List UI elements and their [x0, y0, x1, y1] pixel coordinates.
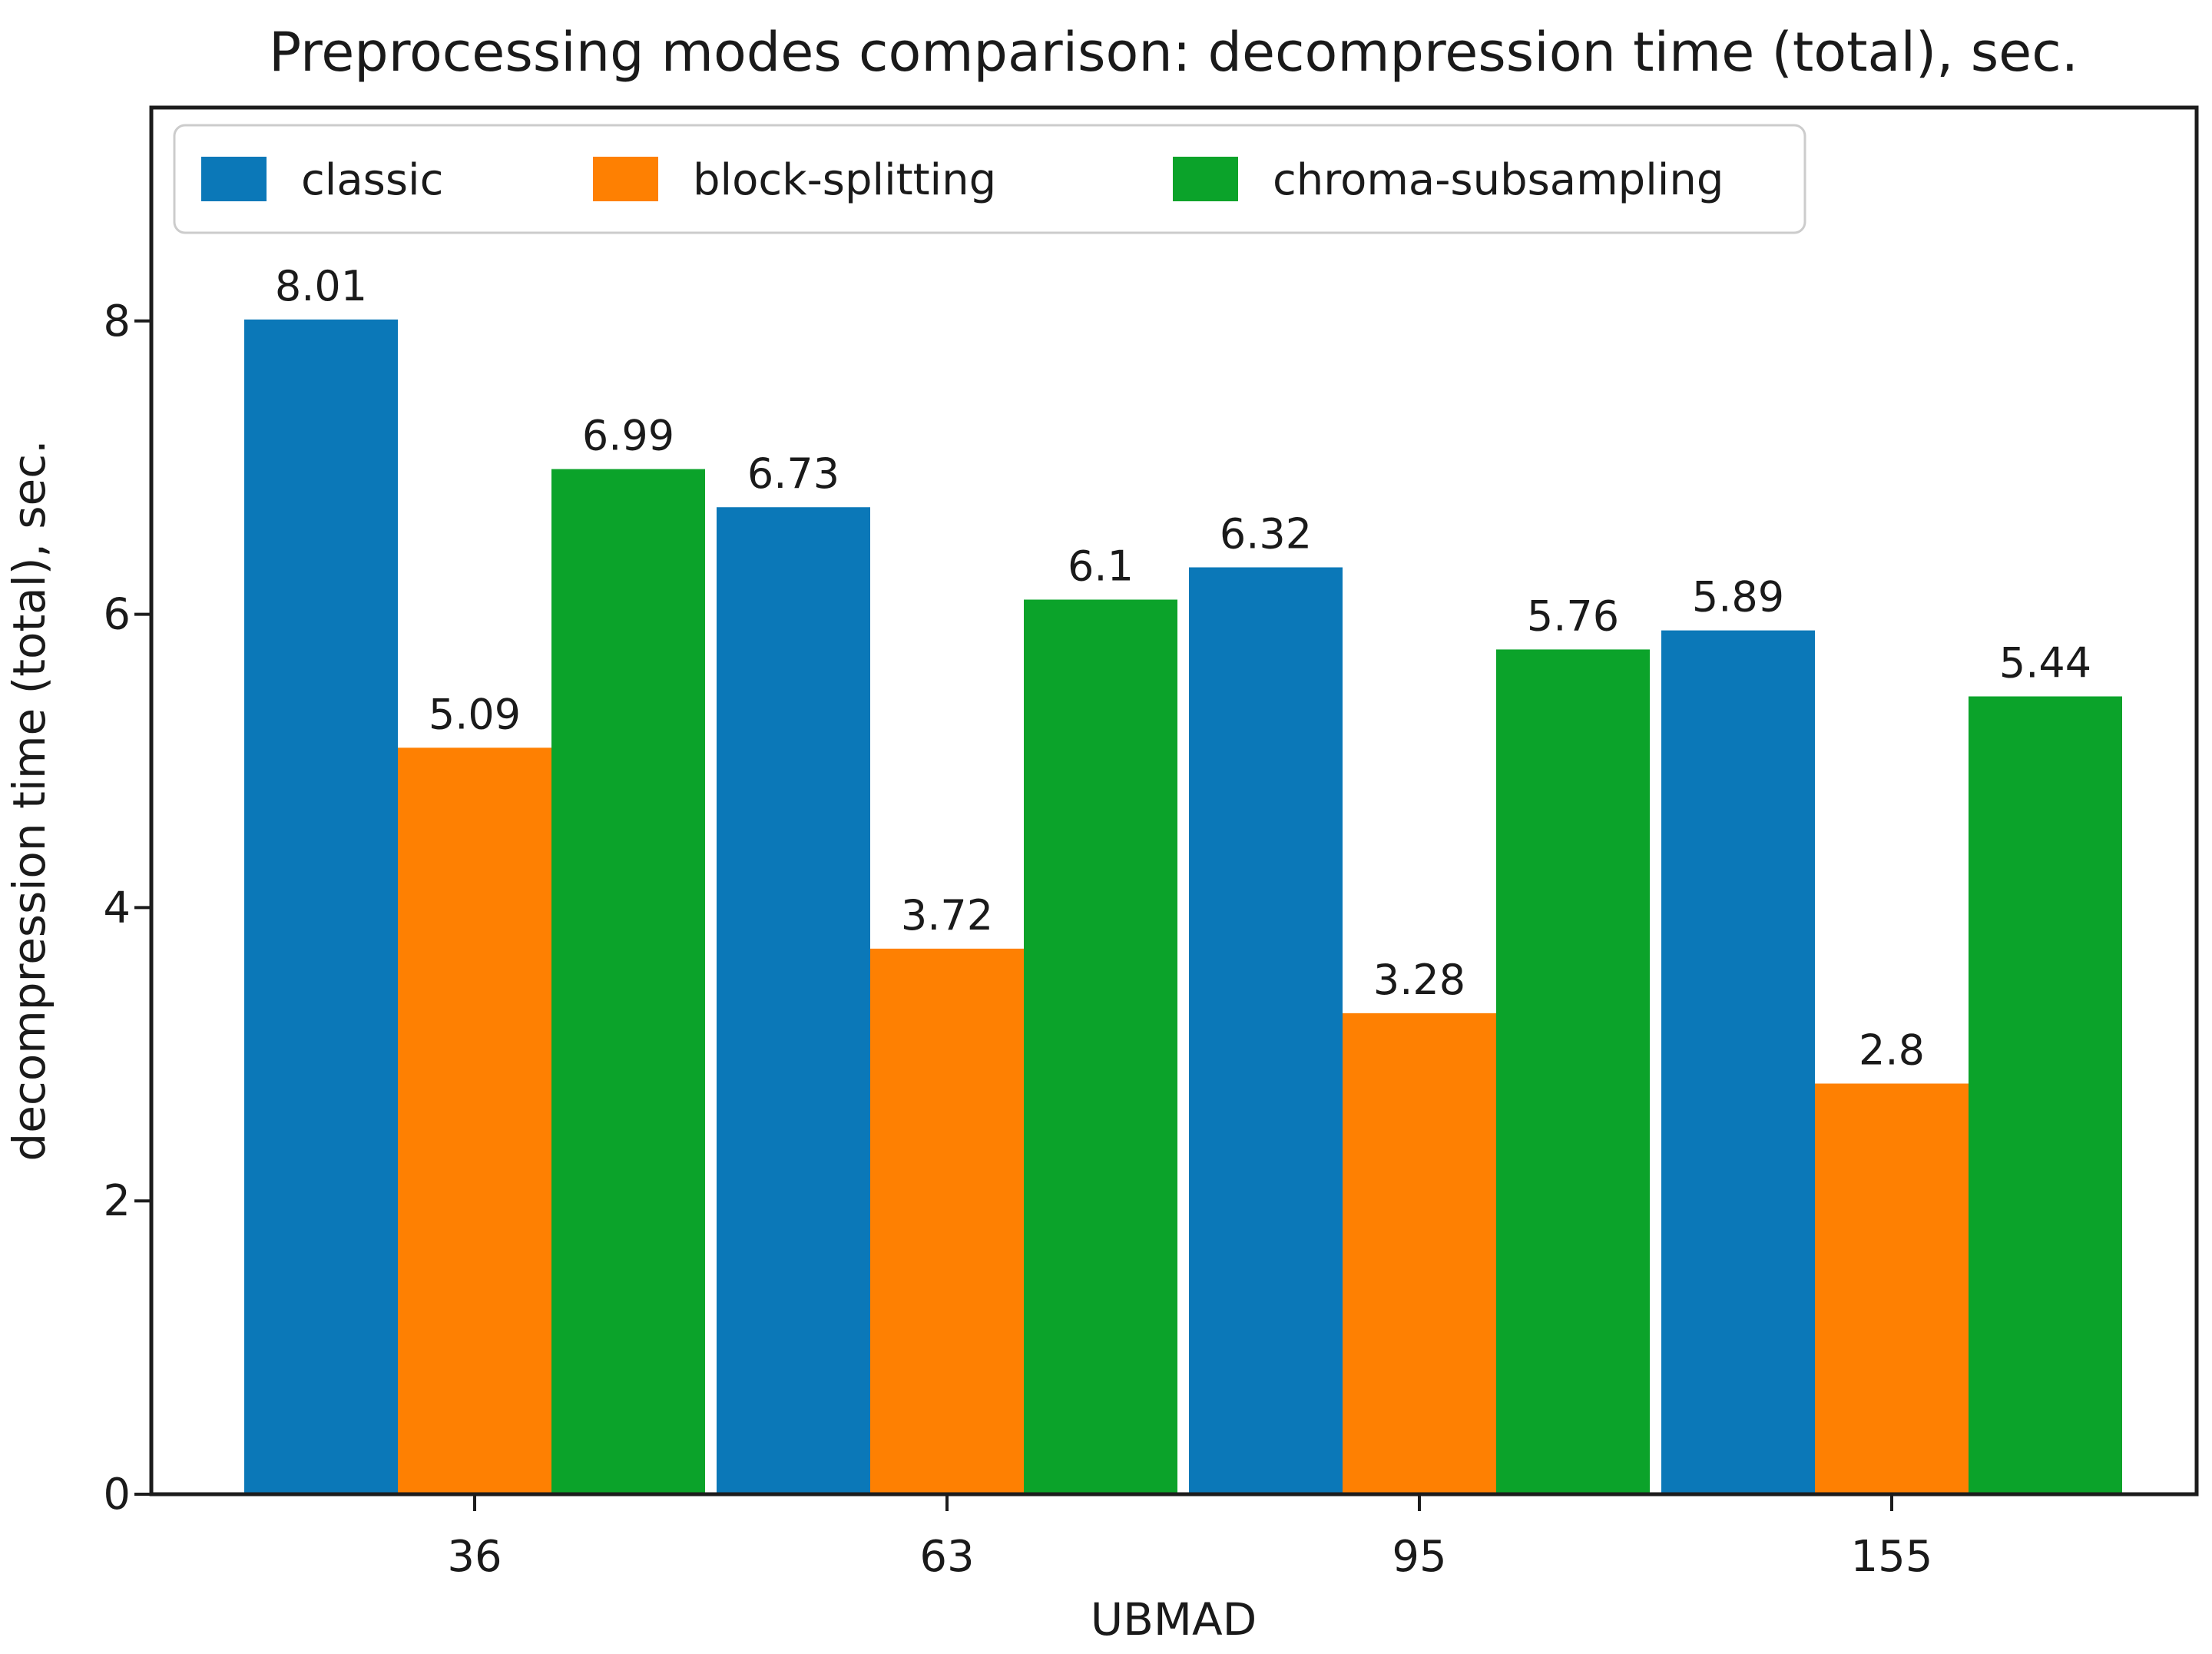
bar-block-splitting-36 — [398, 747, 551, 1494]
y-tick-label-6: 6 — [103, 590, 131, 640]
legend-swatch-block-splitting — [593, 157, 658, 201]
bar-value-label-classic-63: 6.73 — [747, 449, 839, 498]
bar-value-label-chroma-subsampling-155: 5.44 — [1999, 639, 2091, 688]
bar-classic-36 — [244, 319, 398, 1494]
plot-frame — [149, 105, 2199, 1497]
x-tick-label-36: 36 — [447, 1532, 502, 1582]
bar-block-splitting-155 — [1815, 1083, 1969, 1494]
bar-chroma-subsampling-95 — [1496, 649, 1650, 1494]
x-tick-label-95: 95 — [1392, 1532, 1446, 1582]
bar-chroma-subsampling-155 — [1969, 696, 2122, 1494]
y-tick-label-4: 4 — [103, 883, 131, 933]
y-tick-label-2: 2 — [103, 1176, 131, 1226]
x-tick-label-63: 63 — [919, 1532, 974, 1582]
y-tick-label-0: 0 — [103, 1470, 131, 1520]
bar-chroma-subsampling-36 — [551, 469, 705, 1494]
bar-value-label-chroma-subsampling-95: 5.76 — [1527, 592, 1619, 640]
bar-value-label-block-splitting-155: 2.8 — [1859, 1026, 1925, 1074]
x-tick-label-155: 155 — [1851, 1532, 1933, 1582]
bar-value-label-classic-36: 8.01 — [275, 262, 367, 310]
chart-title: Preprocessing modes comparison: decompre… — [269, 21, 2078, 84]
legend-label-block-splitting: block-splitting — [693, 155, 996, 205]
bar-value-label-block-splitting-36: 5.09 — [429, 690, 521, 738]
axes-group — [149, 105, 2199, 1497]
bar-value-label-classic-95: 6.32 — [1220, 510, 1312, 559]
y-axis-label: decompression time (total), sec. — [3, 439, 55, 1161]
bar-value-label-chroma-subsampling-36: 6.99 — [582, 412, 674, 460]
bar-value-labels-group: 8.01 5.09 6.99 6.73 3.72 6.1 6.32 3.28 5.76 5.89 2… — [275, 262, 2091, 1075]
bar-classic-95 — [1189, 567, 1343, 1495]
bar-value-label-block-splitting-63: 3.72 — [901, 891, 993, 940]
legend-label-chroma-subsampling: chroma-subsampling — [1273, 155, 1724, 205]
legend-swatch-chroma-subsampling — [1173, 157, 1238, 201]
bar-classic-155 — [1661, 630, 1815, 1494]
legend-label-classic: classic — [301, 155, 443, 205]
y-tick-label-8: 8 — [103, 297, 131, 346]
bar-classic-63 — [717, 507, 870, 1495]
bar-value-label-block-splitting-95: 3.28 — [1373, 956, 1465, 1004]
bar-value-label-classic-155: 5.89 — [1692, 573, 1784, 621]
legend-box — [173, 124, 1806, 234]
legend: classic block-splitting chroma-subsampling — [173, 124, 1806, 234]
bar-block-splitting-63 — [870, 948, 1024, 1494]
bar-chroma-subsampling-63 — [1024, 599, 1177, 1494]
bar-value-label-chroma-subsampling-63: 6.1 — [1068, 542, 1134, 591]
bar-block-splitting-95 — [1343, 1013, 1496, 1494]
ticks-group: 36 63 95 155 0 2 4 6 8 — [103, 297, 1932, 1582]
bars-group — [244, 319, 2122, 1495]
x-axis-label: UBMAD — [1091, 1593, 1257, 1646]
legend-swatch-classic — [201, 157, 267, 201]
